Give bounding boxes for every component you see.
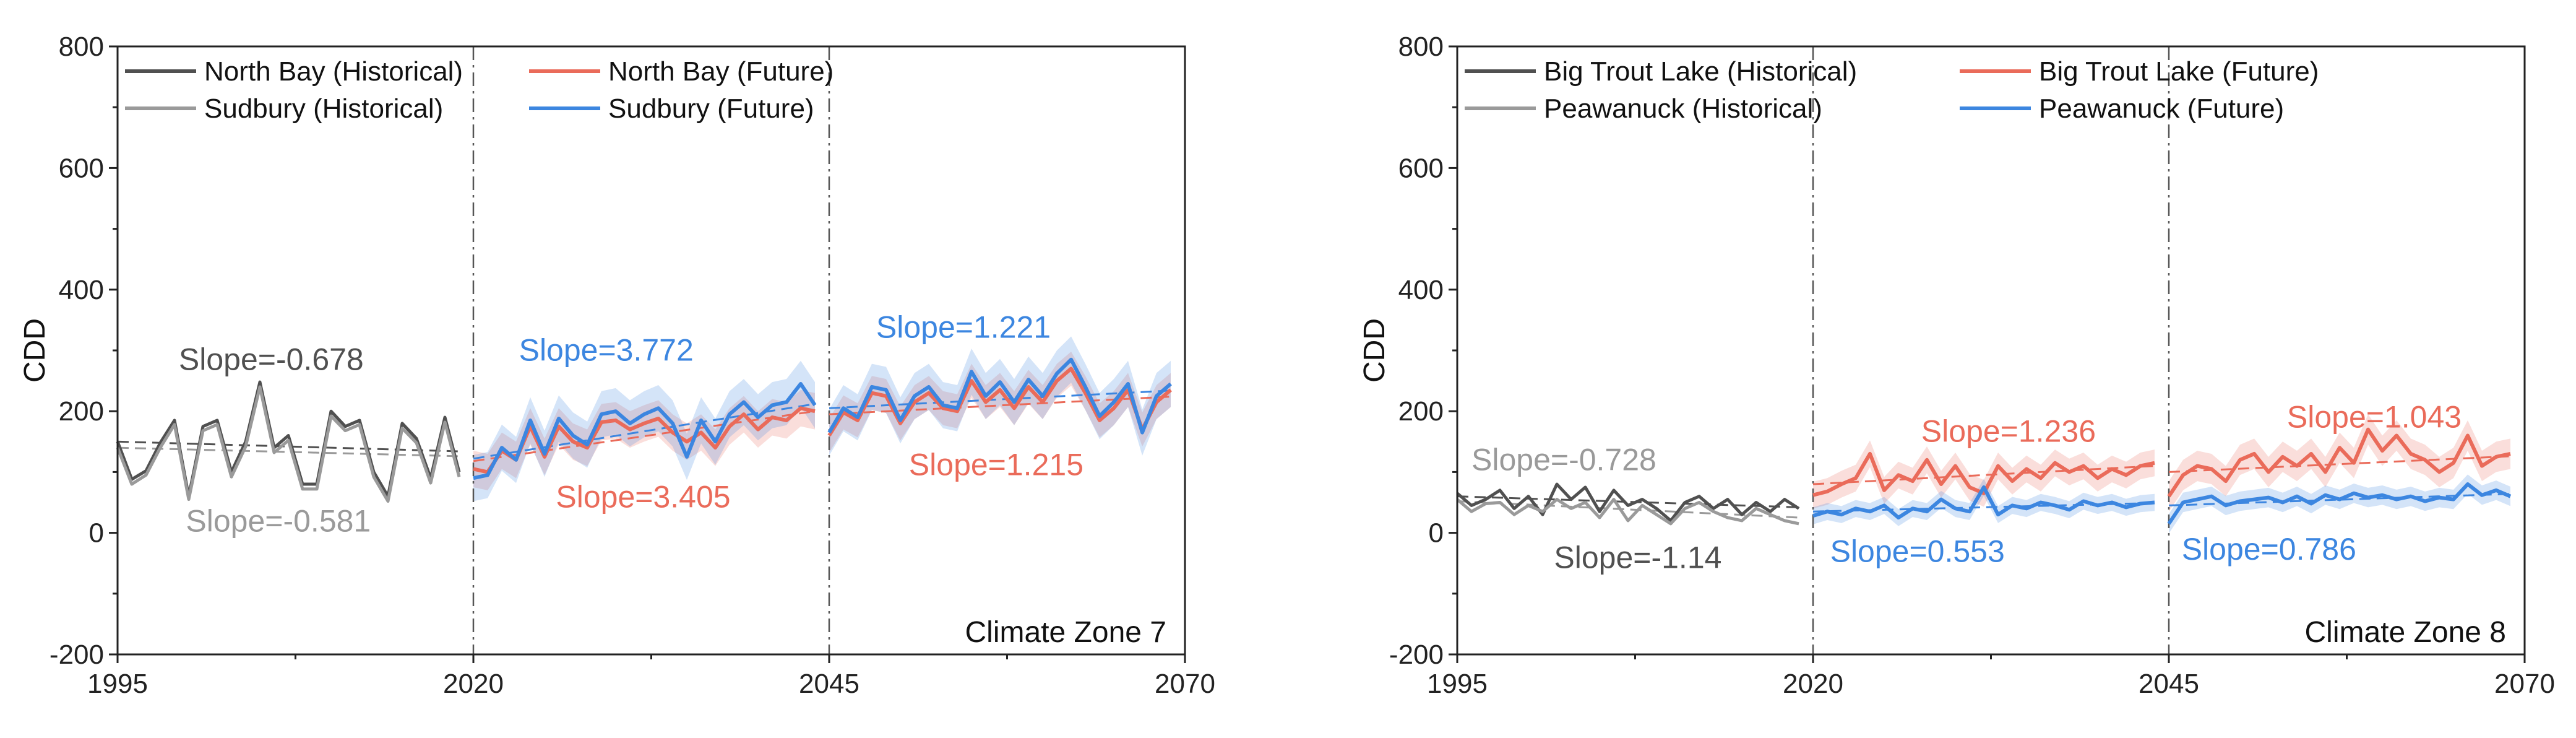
band-big-trout-lake-future-2045-2069 <box>2169 414 2510 512</box>
slope-annotation-4: Slope=1.043 <box>2287 400 2462 435</box>
series-big-trout-lake-future-2020-2044 <box>1812 451 2155 497</box>
x-tick-label: 1995 <box>87 669 148 699</box>
y-tick-label: -200 <box>50 640 104 670</box>
series-sudbury-future-2020-2044 <box>473 382 817 480</box>
trend-line-2 <box>473 410 816 462</box>
legend-item-north-bay-future: North Bay (Future) <box>529 56 834 87</box>
y-tick-label: 600 <box>59 153 104 183</box>
band-peawanuck-future-2020-2044 <box>1813 479 2155 526</box>
y-tick-label: 200 <box>59 396 104 427</box>
x-tick-label: 2070 <box>1155 669 1215 699</box>
series-big-trout-lake-future-2045-2069 <box>2167 427 2511 498</box>
x-tick-label: 2045 <box>799 669 859 699</box>
slope-annotation-0: Slope=-0.678 <box>179 342 364 376</box>
legend-label: Sudbury (Historical) <box>204 93 443 124</box>
legend-label: Sudbury (Future) <box>608 93 814 124</box>
band-sudbury-future-2045-2069 <box>829 336 1171 456</box>
series-north-bay-future-2020-2044 <box>473 406 816 474</box>
legend-label: Peawanuck (Future) <box>2039 93 2284 124</box>
slope-annotation-5: Slope=0.786 <box>2182 532 2356 567</box>
x-tick-label: 2020 <box>443 669 504 699</box>
band-sudbury-future-2020-2044 <box>473 360 815 501</box>
x-tick-label: 1995 <box>1427 669 1488 699</box>
legend-item-sudbury-historical: Sudbury (Historical) <box>125 93 443 124</box>
legend-label: North Bay (Future) <box>608 56 834 87</box>
x-tick-label: 2070 <box>2494 669 2555 699</box>
y-tick-label: 600 <box>1398 153 1444 183</box>
y-tick-label: 200 <box>1398 396 1444 427</box>
legend-label: Big Trout Lake (Historical) <box>1544 56 1857 87</box>
legend-item-sudbury-future: Sudbury (Future) <box>529 93 814 124</box>
series-sudbury-historical <box>116 385 461 503</box>
trend-line-4 <box>2168 455 2511 473</box>
series-north-bay-future-2045-2069 <box>827 367 1172 437</box>
trend-line-0 <box>1457 495 1799 508</box>
trend-line-1 <box>117 446 460 458</box>
series-peawanuck-future-2045-2069 <box>2167 482 2512 525</box>
slope-annotation-2: Slope=1.236 <box>1921 414 2096 448</box>
band-north-bay-future-2045-2069 <box>829 351 1171 453</box>
legend-item-big-trout-lake-future: Big Trout Lake (Future) <box>1960 56 2319 87</box>
y-tick-label: -200 <box>1389 640 1444 670</box>
y-tick-label: 400 <box>59 275 104 305</box>
y-tick-label: 400 <box>1398 275 1444 305</box>
x-tick-label: 2020 <box>1783 669 1843 699</box>
panel-climate-zone-7: -200 0 200 400 600 800 1995 2020 2045 2070 CDD No… <box>19 32 1215 699</box>
slope-annotation-2: Slope=3.772 <box>519 333 694 368</box>
legend-label: North Bay (Historical) <box>204 56 463 87</box>
legend-item-peawanuck-future: Peawanuck (Future) <box>1960 93 2284 124</box>
trend-line-2 <box>1812 465 2155 485</box>
slope-annotation-1: Slope=-1.14 <box>1554 540 1721 575</box>
climate-zone-label: Climate Zone 7 <box>965 616 1166 649</box>
series-peawanuck-future-2020-2044 <box>1812 485 2155 520</box>
legend-label: Peawanuck (Historical) <box>1544 93 1822 124</box>
slope-annotation-4: Slope=1.221 <box>876 310 1051 344</box>
series-big-trout-lake-historical <box>1456 482 1800 523</box>
trend-line-0 <box>117 440 460 453</box>
legend-label: Big Trout Lake (Future) <box>2039 56 2319 87</box>
trend-line-3 <box>473 402 816 460</box>
climate-zone-label: Climate Zone 8 <box>2305 616 2506 649</box>
trend-line-5 <box>829 389 1171 409</box>
panel-climate-zone-8: -200 0 200 400 600 800 1995 2020 2045 2070 CDD Bi… <box>1358 32 2555 699</box>
x-tick-label: 2045 <box>2139 669 2199 699</box>
series-sudbury-future-2045-2069 <box>827 357 1172 435</box>
series-north-bay-historical <box>116 380 461 498</box>
slope-annotation-1: Slope=-0.581 <box>186 504 371 539</box>
y-tick-label: 800 <box>59 32 104 62</box>
legend-item-north-bay-historical: North Bay (Historical) <box>125 56 463 87</box>
y-tick-label: 0 <box>89 518 104 549</box>
band-peawanuck-future-2045-2069 <box>2169 474 2510 534</box>
y-axis-title: CDD <box>19 318 51 383</box>
legend-item-peawanuck-historical: Peawanuck (Historical) <box>1465 93 1822 124</box>
y-tick-label: 800 <box>1398 32 1444 62</box>
y-axis-title: CDD <box>1358 318 1391 383</box>
slope-annotation-5: Slope=1.215 <box>909 447 1083 482</box>
series-peawanuck-historical <box>1456 498 1799 526</box>
slope-annotation-3: Slope=0.553 <box>1830 534 2005 569</box>
slope-annotation-0: Slope=-0.728 <box>1471 442 1656 477</box>
y-tick-label: 0 <box>1429 518 1444 549</box>
slope-annotation-3: Slope=3.405 <box>556 479 730 514</box>
legend-item-big-trout-lake-historical: Big Trout Lake (Historical) <box>1465 56 1857 87</box>
